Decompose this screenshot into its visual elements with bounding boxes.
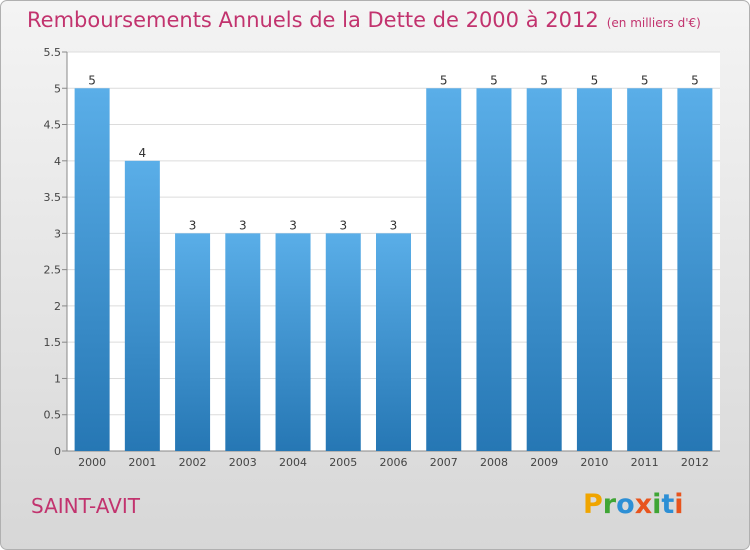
y-tick-label: 2.5 [44, 264, 62, 277]
y-tick-label: 4.5 [44, 119, 62, 132]
data-label-2007: 5 [440, 73, 448, 87]
bar-2010 [576, 88, 612, 451]
x-tick-label-2010: 2010 [580, 456, 608, 469]
data-label-2012: 5 [691, 73, 699, 87]
chart-title-text: Remboursements Annuels de la Dette de 20… [27, 8, 599, 32]
x-tick-label-2006: 2006 [380, 456, 408, 469]
x-tick-label-2011: 2011 [631, 456, 659, 469]
bar-2009 [526, 88, 562, 451]
bar-2000 [74, 88, 110, 451]
bar-2002 [175, 233, 211, 451]
data-label-2001: 4 [139, 146, 147, 160]
bar-2001 [124, 160, 160, 451]
data-label-2006: 3 [390, 218, 398, 232]
data-label-2009: 5 [540, 73, 548, 87]
y-tick-label: 5.5 [44, 46, 62, 59]
y-tick-label: 5 [54, 82, 61, 95]
y-tick-label: 3.5 [44, 191, 62, 204]
bar-2007 [426, 88, 462, 451]
chart-unit: (en milliers d'€) [606, 16, 701, 30]
x-tick-label-2000: 2000 [78, 456, 106, 469]
bar-2006 [376, 233, 411, 451]
data-label-2002: 3 [189, 218, 197, 232]
data-label-2005: 3 [339, 218, 347, 232]
y-tick-label: 4 [54, 155, 61, 168]
data-label-2008: 5 [490, 73, 498, 87]
x-tick-label-2007: 2007 [430, 456, 458, 469]
bar-2011 [627, 88, 663, 451]
x-tick-label-2012: 2012 [681, 456, 709, 469]
x-tick-label-2009: 2009 [530, 456, 558, 469]
bar-2012 [677, 88, 713, 451]
y-tick-label: 2 [54, 300, 61, 313]
x-tick-label-2002: 2002 [179, 456, 207, 469]
x-tick-label-2004: 2004 [279, 456, 307, 469]
x-tick-label-2001: 2001 [128, 456, 156, 469]
x-tick-label-2005: 2005 [329, 456, 357, 469]
data-label-2011: 5 [641, 73, 649, 87]
bar-2005 [325, 233, 361, 451]
y-tick-label: 0 [54, 445, 61, 458]
chart-title: Remboursements Annuels de la Dette de 20… [27, 8, 701, 32]
commune-name: SAINT-AVIT [31, 494, 140, 518]
data-label-2004: 3 [289, 218, 297, 232]
proxiti-logo: Proxiti [583, 489, 684, 520]
y-tick-label: 1 [54, 372, 61, 385]
data-label-2010: 5 [591, 73, 599, 87]
bar-2008 [476, 88, 512, 451]
data-label-2000: 5 [88, 73, 96, 87]
bar-2004 [275, 233, 311, 451]
data-label-2003: 3 [239, 218, 247, 232]
x-tick-label-2008: 2008 [480, 456, 508, 469]
x-tick-label-2003: 2003 [229, 456, 257, 469]
y-tick-label: 1.5 [44, 336, 62, 349]
y-tick-label: 0.5 [44, 409, 62, 422]
y-tick-label: 3 [54, 227, 61, 240]
bar-2003 [225, 233, 261, 451]
